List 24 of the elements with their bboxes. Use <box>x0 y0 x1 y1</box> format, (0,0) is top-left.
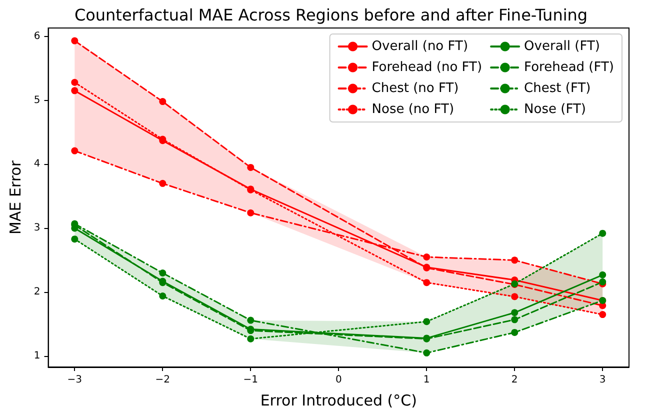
legend-label: Chest (FT) <box>524 81 591 96</box>
chart-title: Counterfactual MAE Across Regions before and after Fine-Tuning <box>74 6 588 24</box>
x-tick-label: −3 <box>67 374 82 386</box>
y-tick-label: 4 <box>34 158 40 170</box>
y-axis-title: MAE Error <box>6 160 24 235</box>
legend-label: Overall (no FT) <box>372 39 468 54</box>
x-tick-label: 3 <box>599 374 606 386</box>
y-tick-label: 6 <box>34 30 40 42</box>
y-tick-label: 2 <box>34 286 40 298</box>
y-tick-label: 5 <box>34 94 40 106</box>
x-tick-label: −1 <box>243 374 258 386</box>
legend-label: Forehead (FT) <box>524 60 614 75</box>
x-tick-label: −2 <box>155 374 170 386</box>
y-tick-label: 3 <box>34 222 40 234</box>
legend-label: Nose (FT) <box>524 102 586 117</box>
x-tick-label: 1 <box>423 374 430 386</box>
legend-label: Chest (no FT) <box>372 81 459 96</box>
legend-label: Nose (no FT) <box>372 102 454 117</box>
legend-label: Forehead (no FT) <box>372 60 482 75</box>
x-tick-label: 0 <box>335 374 342 386</box>
x-tick-label: 2 <box>511 374 518 386</box>
y-tick-label: 1 <box>34 350 40 362</box>
legend-label: Overall (FT) <box>524 39 600 54</box>
x-axis-title: Error Introduced (°C) <box>260 392 417 410</box>
